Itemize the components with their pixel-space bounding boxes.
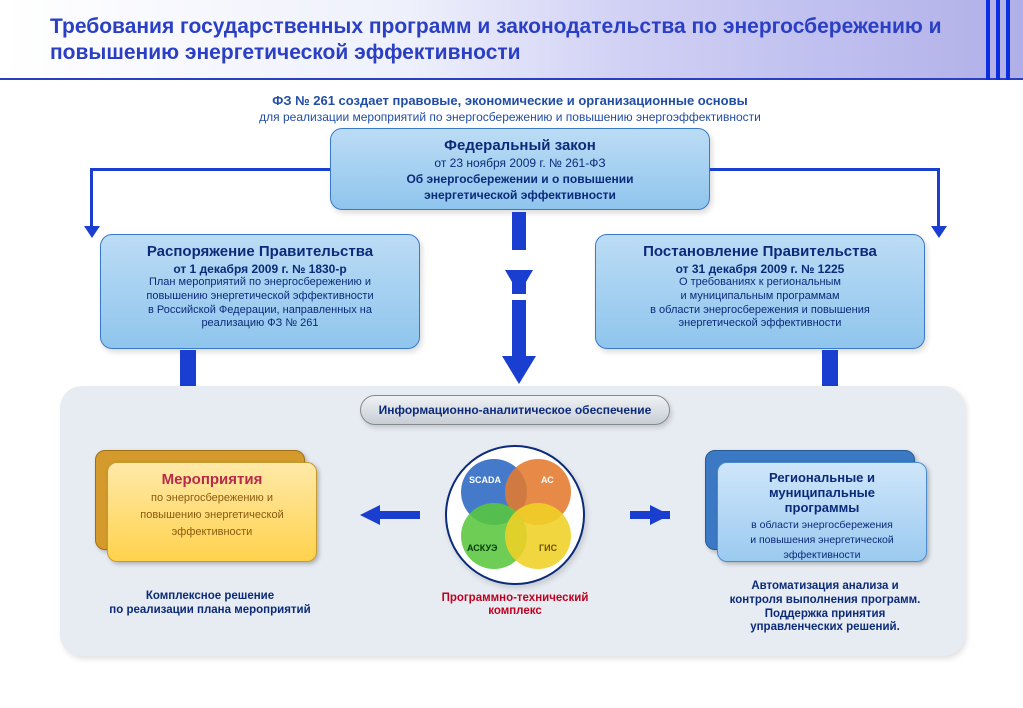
fed-title: Федеральный закон [341,137,699,154]
venn-label-tr: АС [541,475,554,485]
fed-desc-b: энергетической эффективности [341,188,699,202]
arrow-down-small-icon [84,226,100,238]
box-postanovlenie: Постановление Правительства от 31 декабр… [595,234,925,349]
right-caption: Автоматизация анализа и контроля выполне… [710,580,940,635]
arrow-down-small-icon [931,226,947,238]
connector-line [710,168,940,171]
post-title: Постановление Правительства [606,243,914,260]
right-cap-a: Автоматизация анализа и [751,580,898,592]
venn-caption: Программно-технический комплекс [420,592,610,618]
arrow-down-icon [502,356,536,384]
header-stripe [996,0,1000,80]
left-cap-a: Комплексное решение [146,590,274,602]
header-stripe [1006,0,1010,80]
card-front: Мероприятия по энергосбережению и повыше… [107,462,317,562]
rasp-title: Распоряжение Правительства [111,243,409,260]
connector-line [937,168,940,228]
blue-h2: муниципальные [726,486,918,501]
yellow-title: Мероприятия [116,471,308,488]
yellow-p1: по энергосбережению и [116,492,308,505]
venn-label-tl: SCADA [469,475,501,485]
pill-info-analytical: Информационно-аналитическое обеспечение [360,395,670,425]
blue-p3: эффективности [726,549,918,561]
blue-h3: программы [726,501,918,516]
blue-h1: Региональные и [726,471,918,486]
card-meropriyatiya: Мероприятия по энергосбережению и повыше… [95,450,315,560]
card-regional-programmy: Региональные и муниципальные программы в… [705,450,925,560]
rasp-d2: повышению энергетической эффективности [111,290,409,304]
post-d2: и муниципальным программам [606,290,914,304]
box-federal-law: Федеральный закон от 23 ноября 2009 г. №… [330,128,710,210]
yellow-p3: эффективности [116,526,308,539]
connector-line [90,168,93,228]
rasp-date: от 1 декабря 2009 г. № 1830-р [111,262,409,276]
rasp-d4: реализацию ФЗ № 261 [111,317,409,331]
left-cap-b: по реализации плана мероприятий [109,604,310,616]
venn-cap-b: комплекс [488,605,541,617]
connector-line [90,168,330,171]
right-cap-c: Поддержка принятия [765,608,886,620]
fed-desc-a: Об энергосбережении и о повышении [341,172,699,186]
right-cap-d: управленческих решений. [750,621,900,633]
arrow-down-icon [505,270,533,294]
left-caption: Комплексное решение по реализации плана … [95,590,325,618]
box-rasporyazhenie: Распоряжение Правительства от 1 декабря … [100,234,420,349]
arrow-left-icon [360,505,380,525]
rasp-d3: в Российской Федерации, направленных на [111,304,409,318]
header-stripe [986,0,990,80]
arrow-stem [512,300,526,358]
post-date: от 31 декабря 2009 г. № 1225 [606,262,914,276]
venn-diagram: SCADA АС АСКУЭ ГИС [445,445,585,585]
fed-date: от 23 ноября 2009 г. № 261-ФЗ [341,156,699,170]
intro-sub: для реализации мероприятий по энергосбер… [220,110,800,124]
right-cap-b: контроля выполнения программ. [730,594,921,606]
venn-label-br: ГИС [539,543,557,553]
blue-p1: в области энергосбережения [726,519,918,531]
venn-circle-gis [505,503,571,569]
page-title: Требования государственных программ и за… [50,14,970,67]
rasp-d1: План мероприятий по энергосбережению и [111,276,409,290]
post-d4: энергетической эффективности [606,317,914,331]
yellow-p2: повышению энергетической [116,509,308,522]
post-d3: в области энергосбережения и повышения [606,304,914,318]
card-front: Региональные и муниципальные программы в… [717,462,927,562]
arrow-right-icon [650,505,670,525]
venn-label-bl: АСКУЭ [467,543,497,553]
post-d1: О требованиях к региональным [606,276,914,290]
arrow-stem [512,212,526,250]
venn-cap-a: Программно-технический [442,592,589,604]
intro-bold: ФЗ № 261 создает правовые, экономические… [240,93,780,108]
blue-p2: и повышения энергетической [726,534,918,546]
